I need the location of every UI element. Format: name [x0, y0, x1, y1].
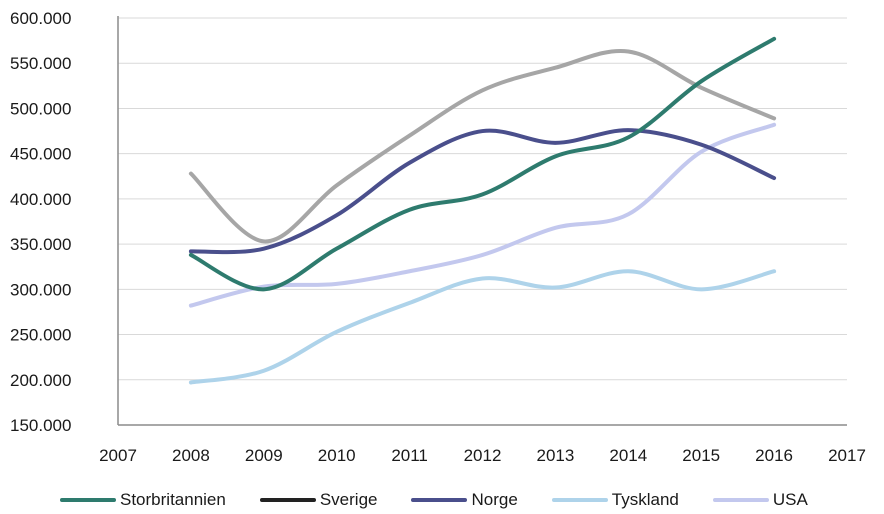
y-tick-label: 450.000 [10, 145, 71, 164]
legend-swatch [551, 498, 608, 502]
series-line-norge [188, 128, 777, 255]
legend-label: USA [772, 490, 808, 509]
legend-item: Norge [411, 490, 518, 510]
legend-swatch [259, 498, 316, 502]
legend-item: Sverige [259, 490, 378, 510]
y-tick-label: 300.000 [10, 280, 71, 299]
legend-item: USA [712, 490, 808, 510]
legend-label: Tyskland [611, 490, 679, 509]
chart-legend: Storbritannien Sverige Norge Tyskland USA [60, 488, 880, 512]
x-tick-label: 2016 [755, 446, 793, 465]
x-tick-label: 2014 [609, 446, 647, 465]
x-tick-label: 2007 [99, 446, 137, 465]
legend-item: Tyskland [551, 490, 679, 510]
legend-swatch [60, 498, 116, 502]
x-tick-label: 2012 [464, 446, 502, 465]
x-tick-label: 2015 [682, 446, 720, 465]
x-tick-label: 2009 [245, 446, 283, 465]
legend-label: Norge [471, 490, 518, 509]
x-tick-label: 2013 [536, 446, 574, 465]
y-tick-label: 550.000 [10, 54, 71, 73]
series-line-sverige [188, 48, 777, 244]
series-line-usa [188, 122, 777, 308]
legend-label: Sverige [319, 490, 378, 509]
y-tick-label: 500.000 [10, 99, 71, 118]
y-tick-label: 400.000 [10, 190, 71, 209]
y-tick-label: 350.000 [10, 235, 71, 254]
legend-label: Storbritannien [120, 490, 226, 509]
line-chart: 150.000 200.000 250.000 300.000 350.000 400.0… [10, 9, 866, 465]
x-tick-label: 2010 [318, 446, 356, 465]
legend-swatch [411, 498, 468, 502]
y-tick-label: 600.000 [10, 9, 71, 28]
series-line-storbritannien [188, 36, 777, 292]
y-tick-label: 200.000 [10, 371, 71, 390]
x-tick-label: 2008 [172, 446, 210, 465]
x-tick-label: 2017 [828, 446, 866, 465]
y-tick-label: 250.000 [10, 326, 71, 345]
legend-swatch [712, 498, 769, 502]
y-tick-label: 150.000 [10, 416, 71, 435]
legend-item: Storbritannien [60, 490, 226, 510]
x-tick-label: 2011 [391, 446, 428, 465]
series-line-tyskland [188, 269, 777, 385]
